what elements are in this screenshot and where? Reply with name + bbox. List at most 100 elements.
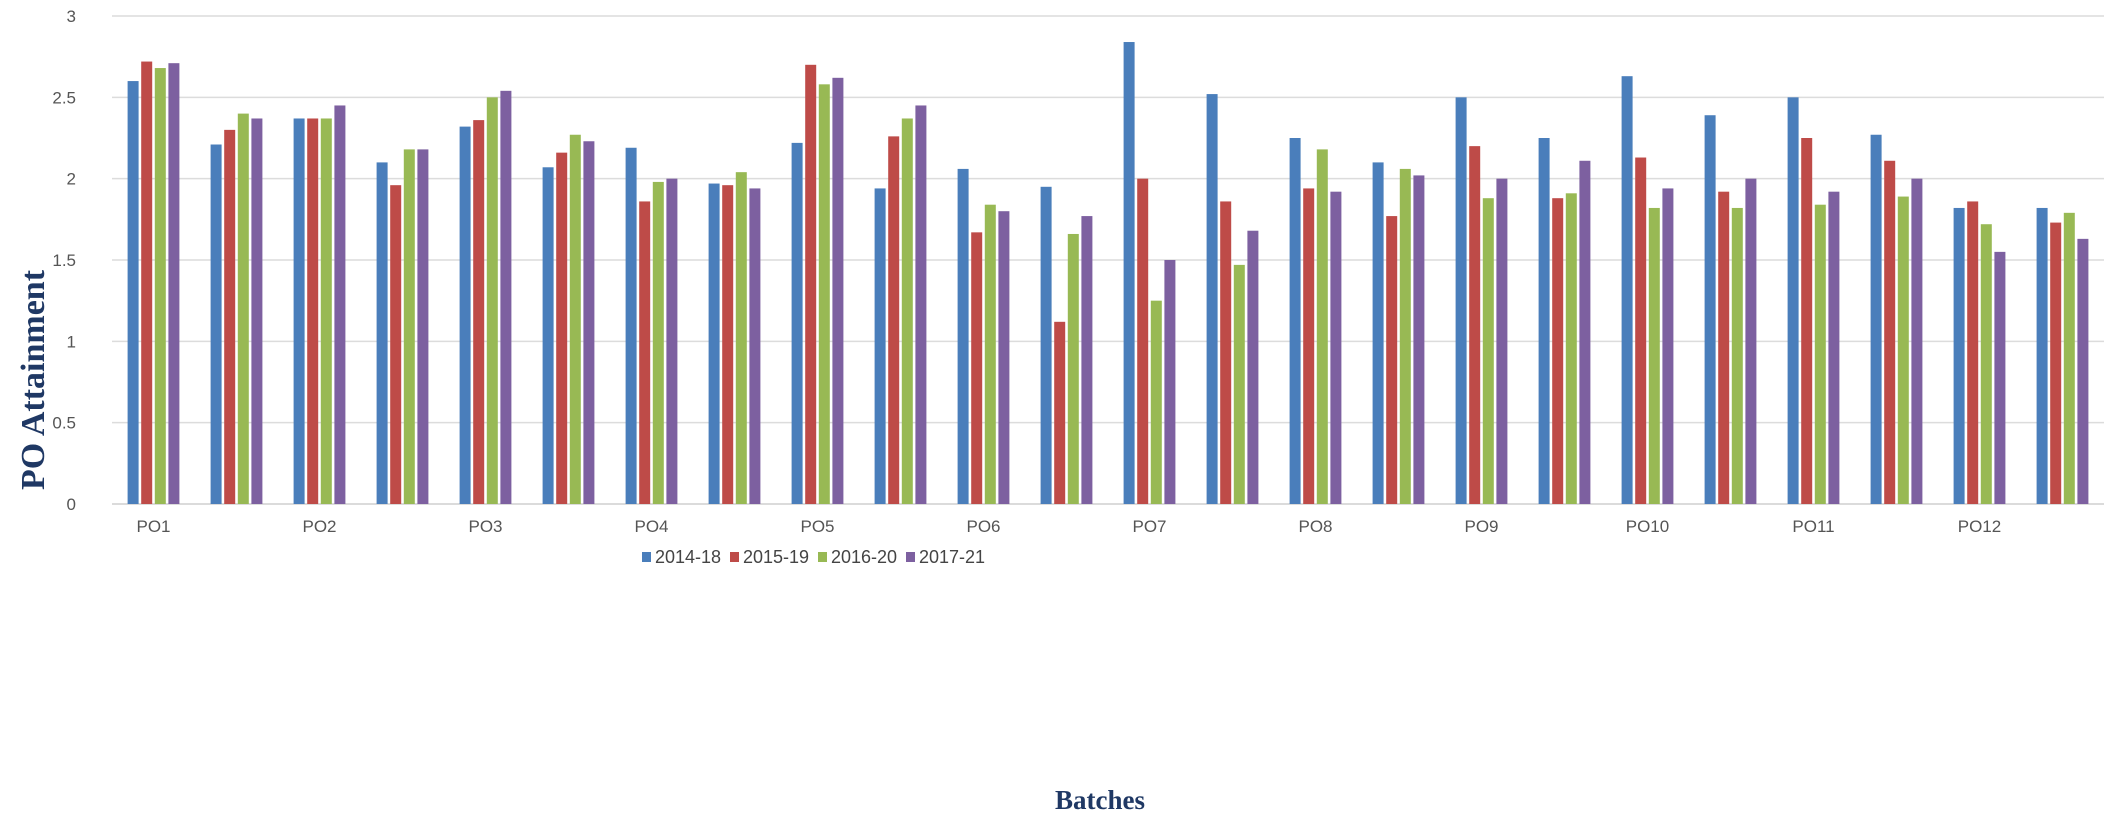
bar-2015-19 [1386,216,1398,504]
bar-2014-18 [459,126,471,504]
bar-2017-21 [998,211,1010,504]
bar-2017-21 [1579,160,1591,505]
bar-2017-21 [1164,260,1176,504]
bar-2016-20 [1980,224,1992,505]
bar-2016-20 [1648,207,1660,505]
legend-label: 2014-18 [655,547,721,567]
x-tick-label: PO6 [966,517,1000,536]
bar-2014-18 [1455,97,1467,504]
bar-2015-19 [307,118,319,504]
bar-2014-18 [1704,115,1716,504]
bar-2014-18 [874,188,886,504]
bar-2017-21 [1247,230,1259,504]
bar-2014-18 [1621,76,1633,504]
bar-2016-20 [735,172,747,504]
bar-2015-19 [473,120,485,505]
x-tick-label: PO11 [1792,517,1834,536]
legend-item[interactable]: 2014-18 [642,547,721,567]
bar-2015-19 [141,61,153,505]
y-tick-label: 2 [67,170,76,189]
bar-2015-19 [1801,138,1813,504]
bar-2016-20 [1482,198,1494,505]
legend-item[interactable]: 2017-21 [906,547,985,567]
bar-2015-19 [1054,321,1066,504]
x-tick-label: PO4 [634,517,668,536]
bar-2014-18 [957,168,969,504]
bar-2015-19 [390,185,402,504]
bar-2014-18 [2036,207,2048,505]
bar-2015-19 [224,129,236,504]
bar-2014-18 [1870,134,1882,504]
bar-2017-21 [2077,238,2089,504]
bar-2016-20 [901,118,913,504]
y-tick-label: 2.5 [52,88,76,107]
bar-2017-21 [832,77,844,505]
bar-2015-19 [1137,178,1149,504]
y-tick-label: 0.5 [52,414,76,433]
bar-2017-21 [1496,178,1508,504]
bar-2017-21 [1081,216,1093,504]
bar-2016-20 [1067,233,1079,504]
y-tick-label: 0 [67,495,76,514]
bar-2015-19 [1718,191,1730,504]
bar-2017-21 [334,105,346,504]
y-tick-label: 1.5 [52,251,76,270]
bar-2015-19 [805,64,817,505]
bar-2017-21 [749,188,761,504]
bars-group [127,42,2089,505]
gridlines [112,15,2104,505]
bar-2014-18 [791,142,803,504]
y-axis-ticks: 0 0.5 1 1.5 2 2.5 3 [52,7,76,514]
bar-2016-20 [984,204,996,504]
legend-label: 2017-21 [919,547,985,567]
bar-2014-18 [625,147,637,504]
legend-swatch [818,552,827,562]
bar-2017-21 [1994,251,2006,504]
bar-2015-19 [1220,201,1232,504]
bar-2016-20 [1150,300,1162,504]
legend-label: 2016-20 [831,547,897,567]
bar-2015-19 [1552,198,1564,505]
bar-2015-19 [2050,222,2062,504]
bar-2014-18 [1953,207,1965,505]
x-tick-label: PO8 [1298,517,1332,536]
x-tick-label: PO1 [136,517,170,536]
x-tick-label: PO10 [1626,517,1669,536]
x-tick-label: PO2 [302,517,336,536]
bar-2017-21 [583,141,595,504]
bar-2017-21 [168,63,180,504]
legend-swatch [642,552,651,562]
bar-2016-20 [486,97,498,504]
bar-2016-20 [652,181,664,505]
bar-2017-21 [1828,191,1840,504]
x-axis-ticks: PO1 PO2 PO3 PO4 PO5 PO6 PO7 PO8 PO9 PO10 PO11 PO12 [136,517,2001,536]
x-tick-label: PO7 [1132,517,1166,536]
bar-2014-18 [127,81,139,505]
bar-2017-21 [666,178,678,504]
legend-item[interactable]: 2015-19 [730,547,809,567]
bar-2016-20 [1897,196,1909,504]
bar-2015-19 [1635,157,1647,504]
bar-2016-20 [1233,264,1245,504]
x-tick-label: PO5 [800,517,834,536]
bar-2017-21 [251,118,263,504]
bar-2015-19 [971,232,983,504]
legend-swatch [906,552,915,562]
x-axis-label: Batches [1055,785,1145,815]
x-tick-label: PO9 [1464,517,1498,536]
bar-2016-20 [237,113,249,504]
legend[interactable]: 2014-18 2015-19 2016-20 2017-21 [642,547,985,567]
bar-2015-19 [556,152,568,504]
bar-2015-19 [1303,188,1315,504]
x-tick-label: PO12 [1958,517,2001,536]
bar-2016-20 [1399,168,1411,504]
bar-2014-18 [293,118,305,504]
legend-item[interactable]: 2016-20 [818,547,897,567]
bar-2017-21 [1745,178,1757,504]
bar-2014-18 [542,167,554,504]
bar-2016-20 [1731,207,1743,505]
bar-2014-18 [1206,94,1218,504]
bar-2015-19 [639,201,651,504]
x-tick-label: PO3 [468,517,502,536]
bar-2017-21 [417,149,429,505]
